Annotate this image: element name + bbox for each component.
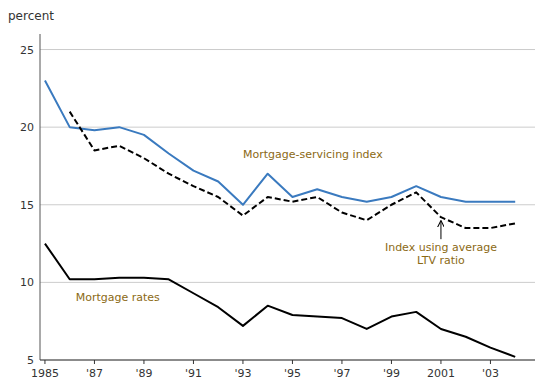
series-line [45, 244, 515, 357]
x-tick [193, 360, 194, 364]
x-tick [341, 360, 342, 364]
annotation-line: Mortgage-servicing index [243, 148, 383, 161]
grid-line [40, 360, 535, 361]
y-axis-line [40, 34, 41, 360]
grid-line [40, 204, 535, 205]
grid-line [40, 282, 535, 283]
x-tick-label: '89 [135, 367, 152, 380]
y-axis-label: percent [8, 9, 54, 23]
y-tick-label: 20 [20, 121, 34, 134]
x-tick [44, 360, 45, 364]
y-tick-label: 5 [27, 354, 34, 367]
plot-area [45, 81, 515, 357]
annotation-line: Mortgage rates [76, 291, 160, 304]
annotation: Index using averageLTV ratio [385, 241, 497, 267]
x-tick [242, 360, 243, 364]
x-tick [143, 360, 144, 364]
x-tick [490, 360, 491, 364]
grid-line [40, 49, 535, 50]
y-tick-label: 10 [20, 276, 34, 289]
annotation-line: Index using average [385, 241, 497, 254]
x-tick-label: '95 [284, 367, 301, 380]
annotation: Mortgage-servicing index [243, 148, 383, 161]
x-tick [94, 360, 95, 364]
x-tick-label: '87 [86, 367, 103, 380]
series-line [70, 112, 516, 228]
x-tick [391, 360, 392, 364]
chart: 5 10 15 20 25 1985 '87 '89 '91 '93 '95 '97 '99 2001 '0… [0, 0, 550, 390]
x-tick [440, 360, 441, 364]
x-tick-label: '03 [482, 367, 499, 380]
annotation-arrow [440, 221, 441, 239]
series-line [45, 81, 515, 205]
annotation-line: LTV ratio [417, 254, 465, 267]
x-tick-label: 1985 [31, 367, 59, 380]
x-tick-label: '97 [333, 367, 350, 380]
x-tick-label: '99 [383, 367, 400, 380]
x-tick-label: '91 [185, 367, 202, 380]
x-tick-label: '93 [234, 367, 251, 380]
y-tick-label: 15 [20, 199, 34, 212]
x-tick-label: 2001 [427, 367, 455, 380]
x-tick [292, 360, 293, 364]
y-tick-label: 25 [20, 44, 34, 57]
annotation: Mortgage rates [76, 291, 160, 304]
x-axis-line [40, 360, 535, 361]
